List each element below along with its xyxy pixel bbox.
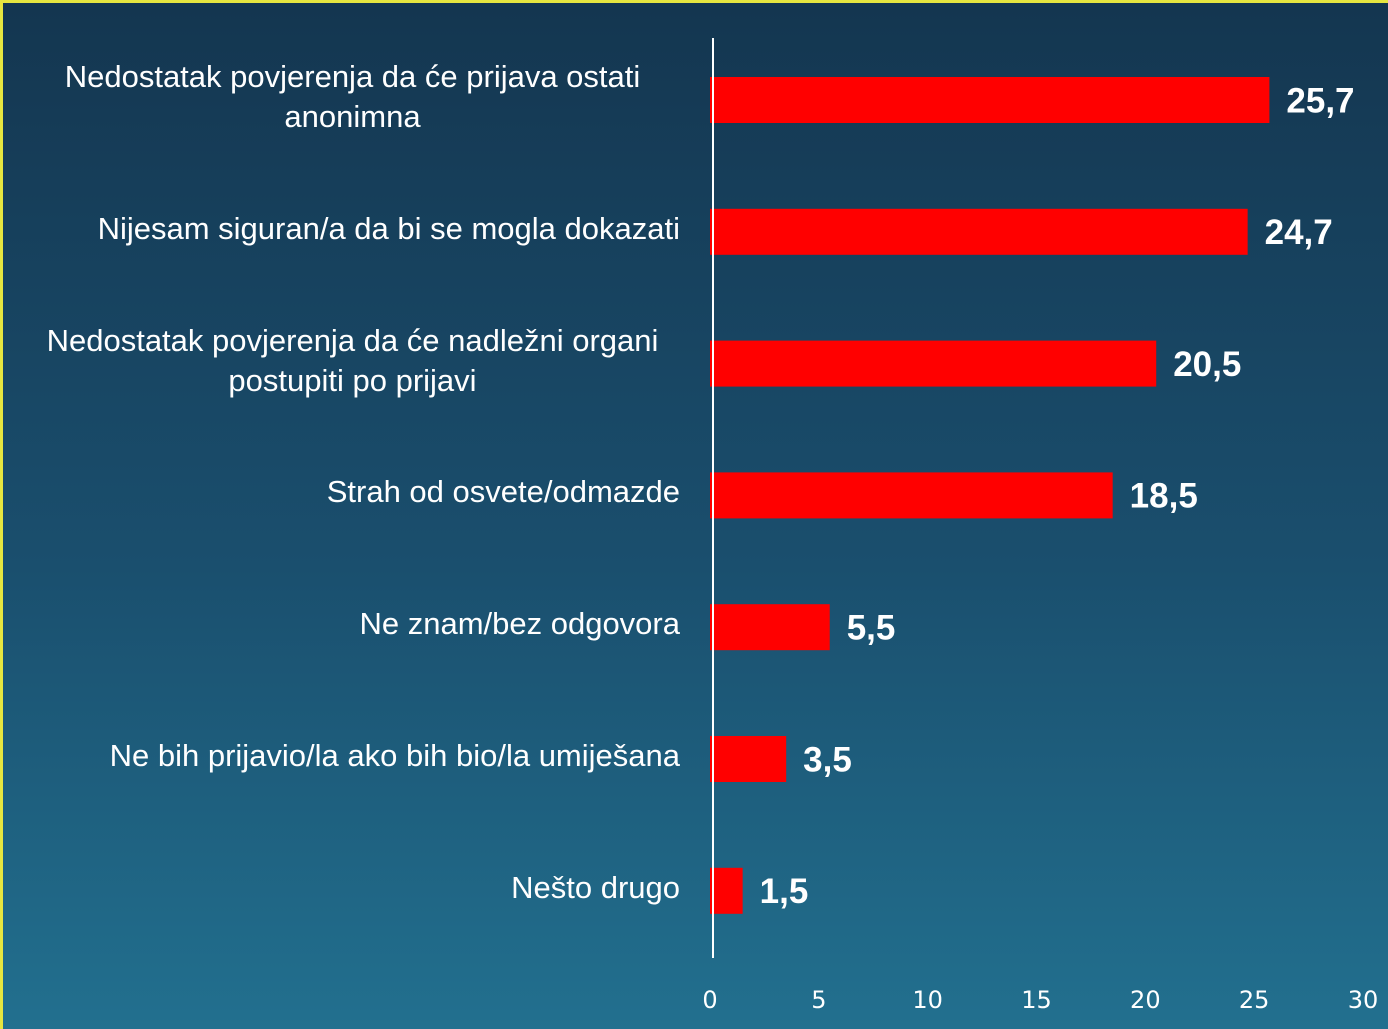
- x-tick-label: 30: [1348, 986, 1379, 1014]
- x-tick-label: 15: [1021, 986, 1052, 1014]
- x-tick-label: 20: [1130, 986, 1161, 1014]
- category-label: Ne znam/bez odgovora: [359, 606, 680, 642]
- x-tick-label: 25: [1239, 986, 1270, 1014]
- plot: 0 5 10 15 20 25 30 25,7 24,7 20,5 18,5 5,5 3,5 1,5: [702, 38, 1379, 1014]
- value-label: 1,5: [760, 872, 809, 911]
- category-label: Nešto drugo: [511, 869, 680, 905]
- category-label: Strah od osvete/odmazde: [326, 474, 680, 510]
- value-label: 25,7: [1286, 81, 1354, 120]
- bar: [710, 736, 787, 782]
- bar: [710, 208, 1248, 255]
- value-label: 18,5: [1130, 477, 1198, 516]
- value-label: 5,5: [847, 608, 896, 647]
- x-tick-label: 0: [702, 986, 717, 1014]
- value-label: 20,5: [1173, 345, 1241, 384]
- value-label: 3,5: [803, 740, 852, 779]
- bar: [710, 867, 743, 914]
- x-tick-label: 5: [811, 986, 826, 1014]
- x-tick-label: 10: [912, 986, 943, 1014]
- bar: [710, 77, 1270, 123]
- category-label: Nijesam siguran/a da bi se mogla dokazat…: [97, 210, 680, 246]
- bar: [710, 604, 830, 651]
- category-label: Nedostatak povjerenja da će nadležni org…: [46, 322, 659, 398]
- value-label: 24,7: [1265, 213, 1333, 252]
- category-label: Ne bih prijavio/la ako bih bio/la umiješ…: [109, 738, 680, 773]
- category-label: Nedostatak povjerenja da će prijava osta…: [64, 59, 641, 134]
- bar: [710, 472, 1113, 519]
- bar: [710, 340, 1157, 387]
